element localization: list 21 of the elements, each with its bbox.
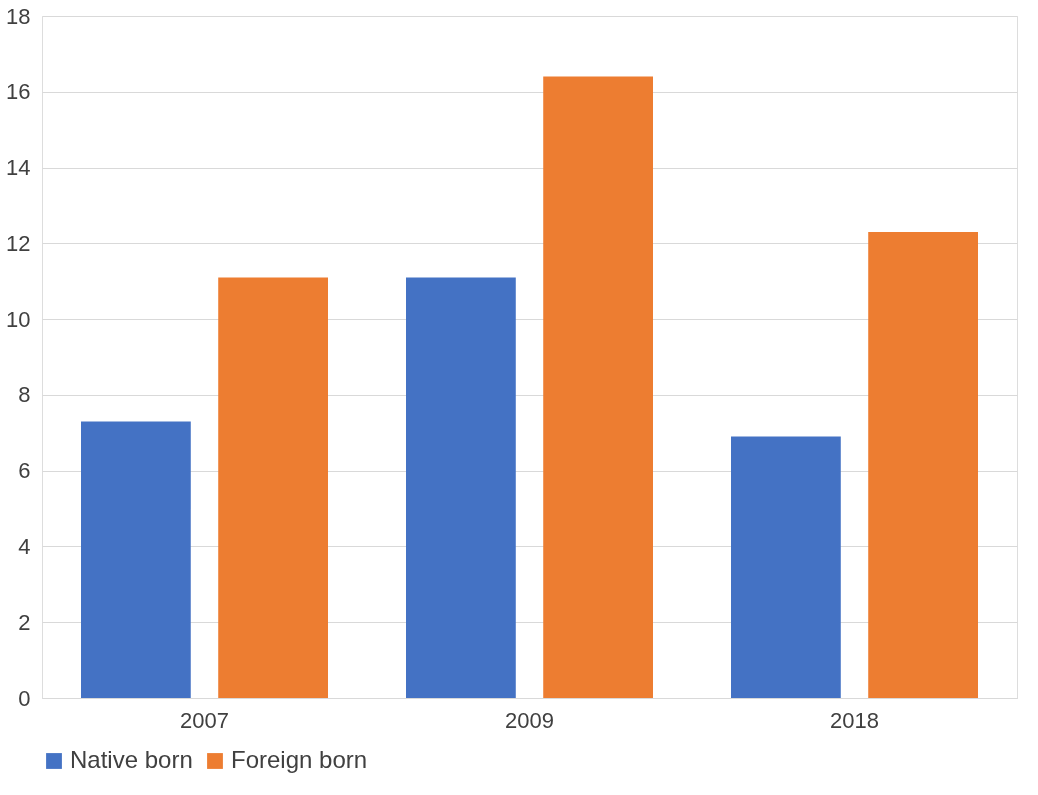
legend-label: Foreign born [231, 746, 368, 773]
legend-label: Native born [70, 746, 193, 773]
bar [406, 277, 516, 698]
y-tick-label: 2 [18, 609, 31, 635]
bar [731, 436, 841, 698]
y-tick-label: 8 [18, 382, 31, 408]
x-tick-label: 2007 [180, 707, 229, 733]
y-tick-label: 14 [6, 155, 31, 181]
bar [81, 421, 191, 698]
y-tick-label: 0 [18, 685, 31, 711]
y-tick-label: 12 [6, 230, 31, 256]
x-tick-label: 2018 [830, 707, 879, 733]
y-tick-label: 10 [6, 306, 31, 332]
y-tick-label: 18 [6, 3, 31, 29]
bar [218, 277, 328, 698]
y-tick-label: 4 [18, 533, 31, 559]
bar [543, 76, 653, 698]
y-tick-label: 16 [6, 79, 31, 105]
bar [868, 231, 978, 698]
y-tick-label: 6 [18, 458, 31, 484]
x-tick-label: 2009 [505, 707, 554, 733]
